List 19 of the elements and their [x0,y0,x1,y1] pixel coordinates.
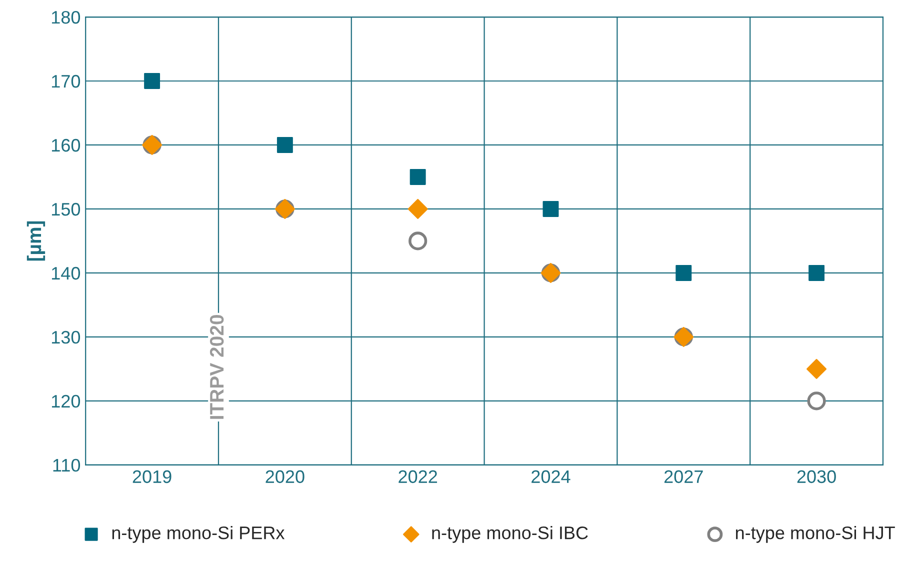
y-tick-label: 120 [52,394,80,408]
legend-label: n-type mono-Si PERx [112,526,285,543]
x-tick-label: 2022 [398,470,438,484]
x-tick-label: 2019 [132,470,172,484]
y-tick-label: 110 [53,458,80,472]
y-tick-label: 140 [52,266,80,280]
y-tick-label: 130 [52,330,80,344]
y-tick-label: 160 [52,138,80,152]
x-tick-label: 2020 [266,470,304,484]
x-tick-label: 2024 [532,470,570,484]
y-tick-label: 180 [52,10,80,24]
y-tick-label: 150 [52,202,80,216]
annotation: ITRPV 2020 [210,315,224,419]
legend-label: n-type mono-Si HJT [736,526,895,543]
y-axis-title: [µm] [26,221,46,261]
x-tick-label: 2030 [797,470,836,484]
legend-label: n-type mono-Si IBC [432,526,588,543]
x-tick-label: 2027 [664,470,703,484]
y-tick-label: 170 [52,74,80,88]
